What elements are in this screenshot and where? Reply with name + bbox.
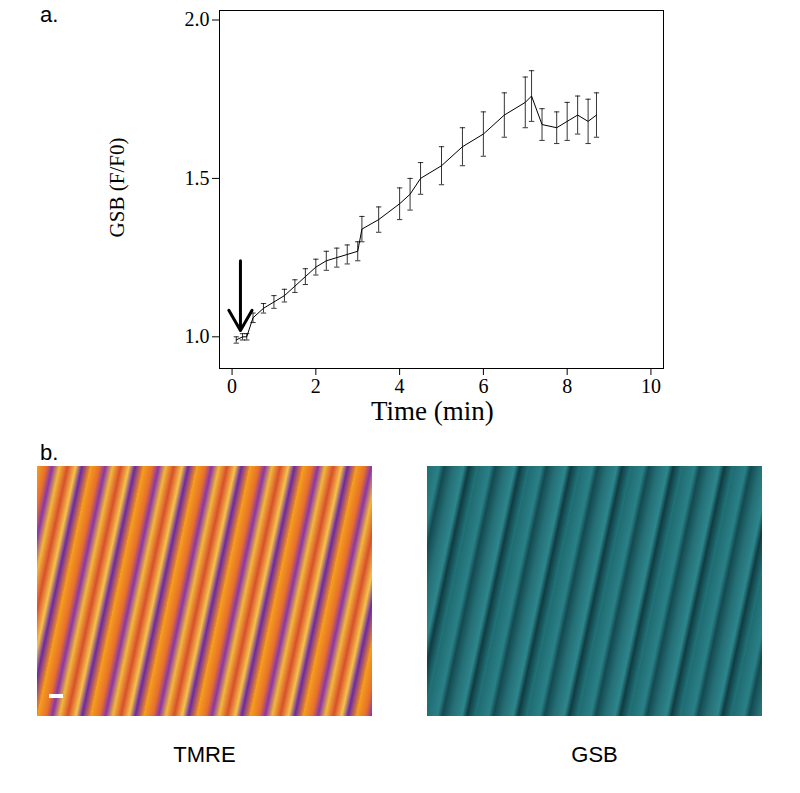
html-text:Time (min): Time (min) <box>371 396 494 426</box>
html-text:a.: a. <box>40 2 59 27</box>
svg-text:10: 10 <box>641 375 661 397</box>
html-text:GSB (F/F0): GSB (F/F0) <box>105 137 130 238</box>
svg-text:1.5: 1.5 <box>185 167 210 189</box>
html-text:b.: b. <box>40 440 59 465</box>
svg-text:1.0: 1.0 <box>185 325 210 347</box>
html-text:GSB: GSB <box>571 742 618 767</box>
svg-text:4: 4 <box>395 375 405 397</box>
svg-text:8: 8 <box>562 375 572 397</box>
svg-text:2: 2 <box>311 375 321 397</box>
svg-text:0: 0 <box>227 375 237 397</box>
svg-text:6: 6 <box>478 375 488 397</box>
svg-text:2.0: 2.0 <box>185 8 210 30</box>
html-text:TMRE: TMRE <box>173 742 236 767</box>
